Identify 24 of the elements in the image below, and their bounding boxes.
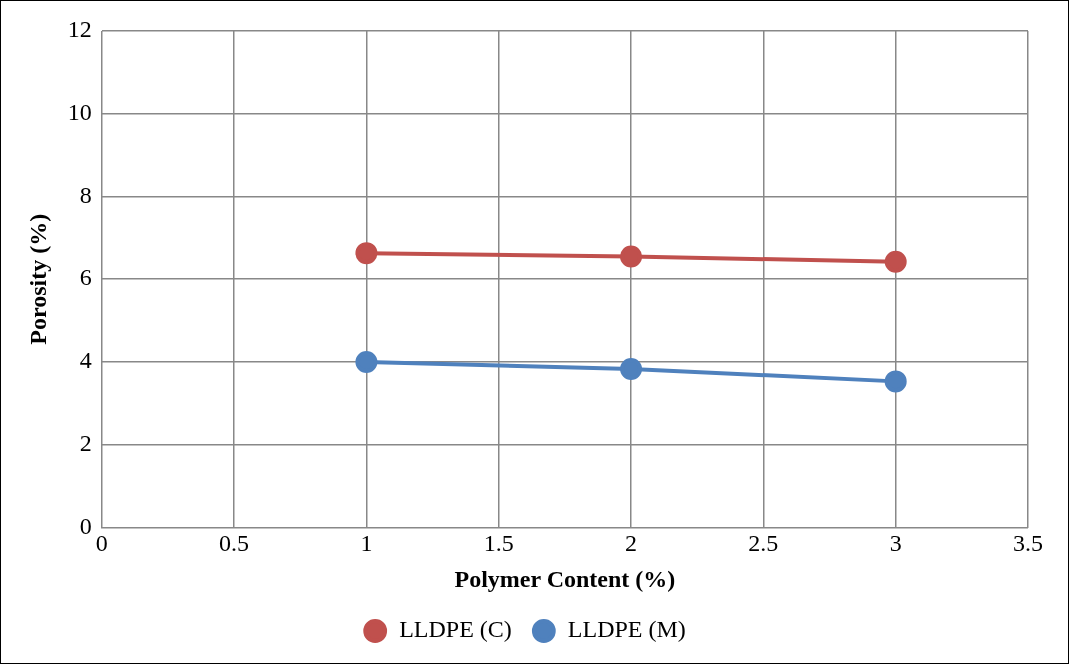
point [620, 245, 643, 268]
point [884, 370, 907, 393]
y-tick-label: 12 [67, 16, 92, 43]
y-tick-label: 2 [79, 429, 92, 456]
y-tick-label: 6 [79, 264, 92, 291]
x-tick-label: 2.5 [748, 530, 779, 557]
y-axis-title: Porosity (%) [24, 213, 51, 345]
x-tick-label: 1.5 [483, 530, 514, 557]
point [620, 357, 643, 380]
x-tick-label: 3.5 [1013, 530, 1043, 557]
y-tick-label: 8 [79, 181, 92, 208]
x-tick-label: 3 [889, 530, 902, 557]
y-tick-label: 10 [67, 99, 92, 126]
y-tick-label: 0 [79, 512, 92, 539]
x-tick-label: 1 [360, 530, 373, 557]
legend-label: LLDPE (M) [567, 616, 686, 643]
point [355, 242, 378, 265]
point [355, 350, 378, 373]
legend-label: LLDPE (C) [399, 616, 512, 643]
x-tick-label: 0.5 [219, 530, 250, 557]
point [884, 250, 907, 273]
x-tick-label: 2 [625, 530, 638, 557]
x-axis-title: Polymer Content (%) [454, 565, 676, 592]
y-tick-label: 4 [79, 347, 92, 374]
